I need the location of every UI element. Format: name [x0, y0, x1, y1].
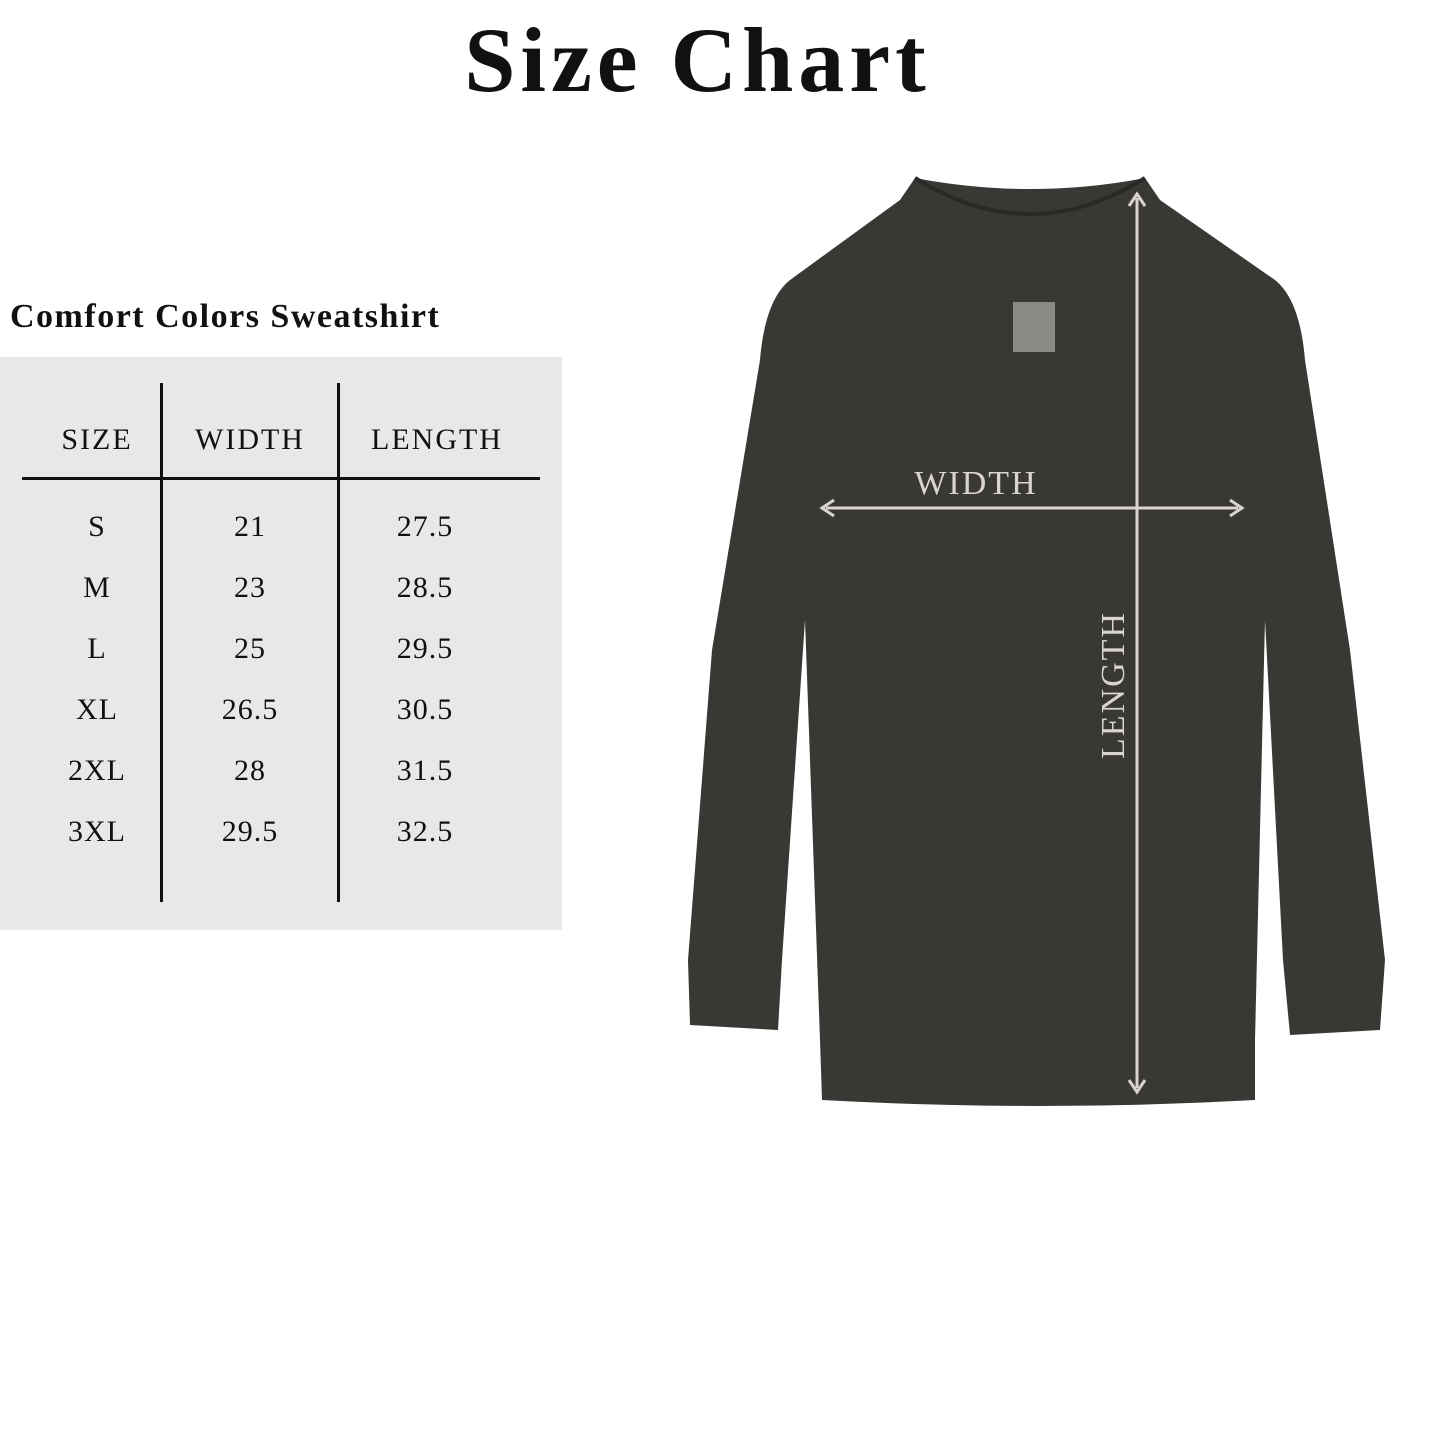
cell-size: M: [83, 571, 111, 604]
cell-width: 21: [234, 510, 266, 543]
cell-size: XL: [76, 693, 118, 726]
cell-size: S: [88, 510, 106, 543]
cell-width: 26.5: [221, 693, 279, 726]
length-label: LENGTH: [1095, 611, 1132, 759]
cell-size: 2XL: [68, 754, 126, 787]
cell-size: L: [87, 632, 107, 665]
width-label: WIDTH: [914, 465, 1037, 502]
cell-width: 23: [234, 571, 266, 604]
cell-length: 30.5: [396, 693, 454, 726]
product-name: Comfort Colors Sweatshirt: [10, 298, 441, 335]
collar: [913, 176, 1147, 216]
sweatshirt-image: [688, 178, 1385, 1106]
width-arrowhead-right: [1229, 498, 1245, 518]
cell-length: 31.5: [396, 754, 454, 787]
cell-length: 27.5: [396, 510, 454, 543]
header-length: LENGTH: [371, 423, 503, 456]
column-divider: [337, 383, 340, 902]
cell-width: 28: [234, 754, 266, 787]
cell-length: 29.5: [396, 632, 454, 665]
column-divider: [160, 383, 163, 902]
page-title: Size Chart: [464, 9, 931, 111]
header-divider: [22, 477, 540, 480]
size-table: SIZE WIDTH LENGTH S 21 27.5 M 23 28.5 L 25 29.5 X…: [0, 357, 562, 930]
width-arrowhead-left: [819, 498, 835, 518]
header-size: SIZE: [61, 423, 133, 456]
shirt-tag: [1013, 302, 1055, 352]
length-arrowhead-bottom: [1127, 1079, 1147, 1095]
cell-width: 25: [234, 632, 266, 665]
header-width: WIDTH: [195, 423, 305, 456]
cell-size: 3XL: [68, 815, 126, 848]
cell-length: 28.5: [396, 571, 454, 604]
length-arrowhead-top: [1127, 191, 1147, 207]
cell-length: 32.5: [396, 815, 454, 848]
cell-width: 29.5: [221, 815, 279, 848]
